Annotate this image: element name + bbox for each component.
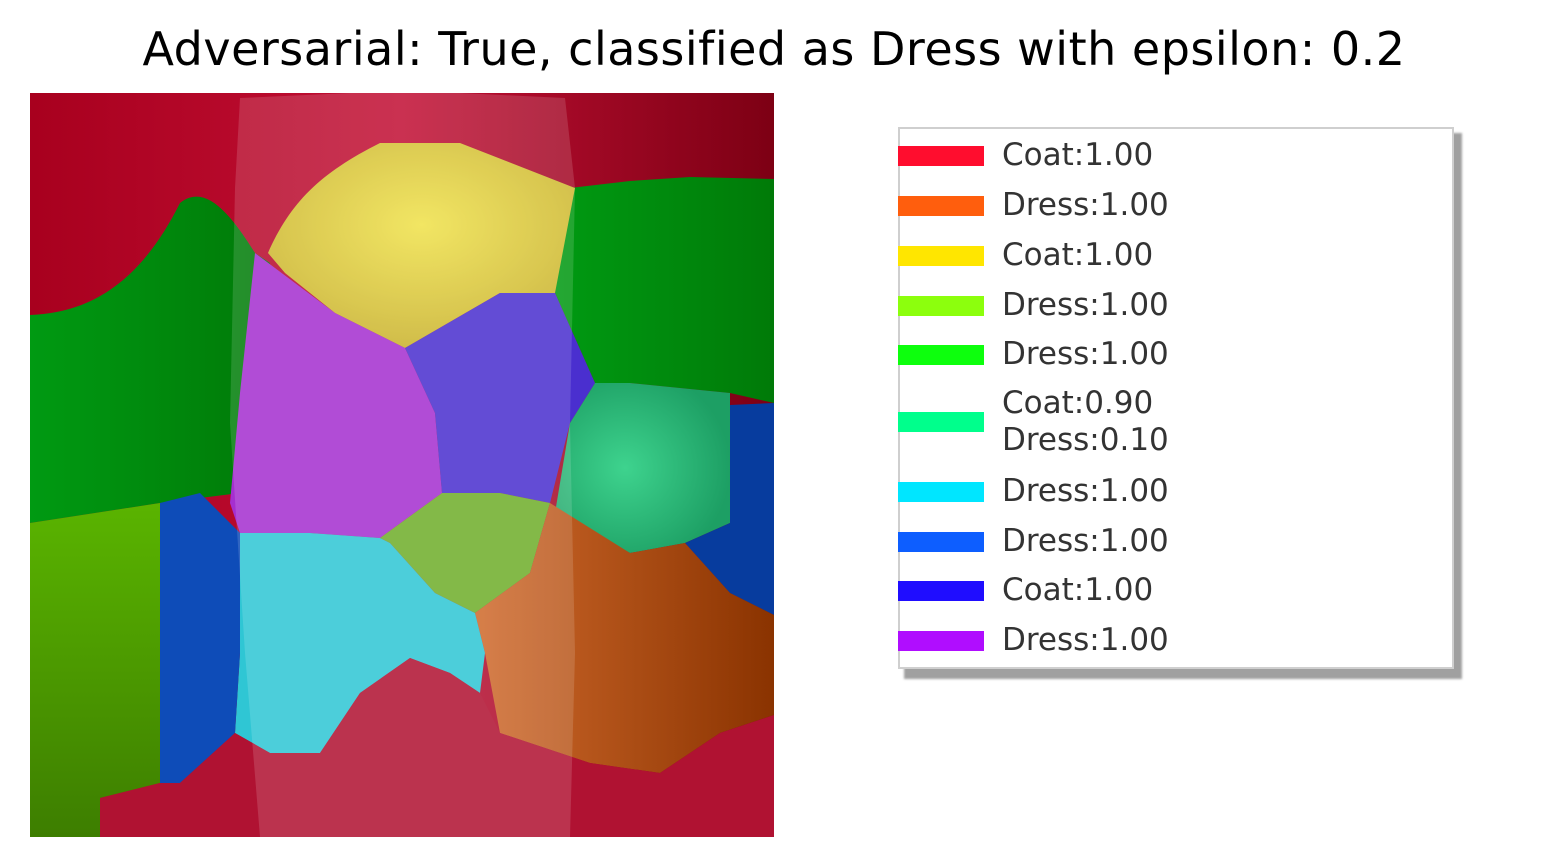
legend-item: Coat:1.00 — [898, 137, 1154, 174]
legend-label: Dress:1.00 — [1002, 523, 1169, 559]
legend-swatch — [898, 531, 984, 552]
segmentation-image — [30, 93, 774, 837]
region-dress-lime-left — [30, 503, 160, 837]
region-dress-green-left — [30, 196, 270, 523]
figure-title: Adversarial: True, classified as Dress w… — [142, 22, 1406, 76]
legend-swatch — [898, 630, 984, 651]
garment-overlay — [230, 93, 575, 837]
legend-swatch — [898, 344, 984, 365]
region-dress-purple — [230, 253, 442, 538]
legend-label: Coat:1.00 — [1002, 137, 1154, 173]
region-dress-cyan — [235, 533, 485, 753]
legend-label: Dress:1.00 — [1002, 622, 1169, 658]
region-coat-yellow — [268, 143, 575, 348]
legend-label: Dress:1.00 — [1002, 473, 1169, 509]
region-dress-blue-left — [160, 493, 240, 783]
region-coat-dress-teal — [555, 383, 730, 553]
legend-label: Dress:1.00 — [1002, 187, 1169, 223]
legend-item: Dress:1.00 — [898, 622, 1169, 659]
legend-swatch — [898, 481, 984, 502]
region-dress-green-right — [555, 177, 774, 403]
legend-item: Coat:1.00 — [898, 572, 1154, 609]
region-dress-lime-mid — [380, 493, 550, 613]
legend-item: Coat:1.00 — [898, 237, 1154, 274]
legend-swatch — [898, 245, 984, 266]
legend-item: Dress:1.00 — [898, 523, 1169, 560]
region-coat-red-bottom — [100, 658, 774, 837]
legend-label: Coat:0.90 Dress:0.10 — [1002, 385, 1169, 458]
legend-label: Coat:1.00 — [1002, 572, 1154, 608]
legend-label: Dress:1.00 — [1002, 287, 1169, 323]
region-dress-orange — [475, 503, 774, 773]
legend: Coat:1.00 Dress:1.00 Coat:1.00 Dress:1.0… — [898, 127, 1454, 669]
legend-swatch — [898, 195, 984, 216]
legend-item: Dress:1.00 — [898, 473, 1169, 510]
legend-swatch — [898, 145, 984, 166]
legend-swatch — [898, 580, 984, 601]
legend-swatch — [898, 295, 984, 316]
legend-item: Dress:1.00 — [898, 187, 1169, 224]
region-coat-indigo — [405, 293, 595, 503]
legend-swatch — [898, 412, 984, 432]
legend-label: Coat:1.00 — [1002, 237, 1154, 273]
legend-item: Dress:1.00 — [898, 287, 1169, 324]
legend-item: Coat:0.90 Dress:0.10 — [898, 385, 1169, 459]
region-dress-blue-right — [685, 403, 774, 615]
legend-item: Dress:1.00 — [898, 336, 1169, 373]
legend-label: Dress:1.00 — [1002, 336, 1169, 372]
